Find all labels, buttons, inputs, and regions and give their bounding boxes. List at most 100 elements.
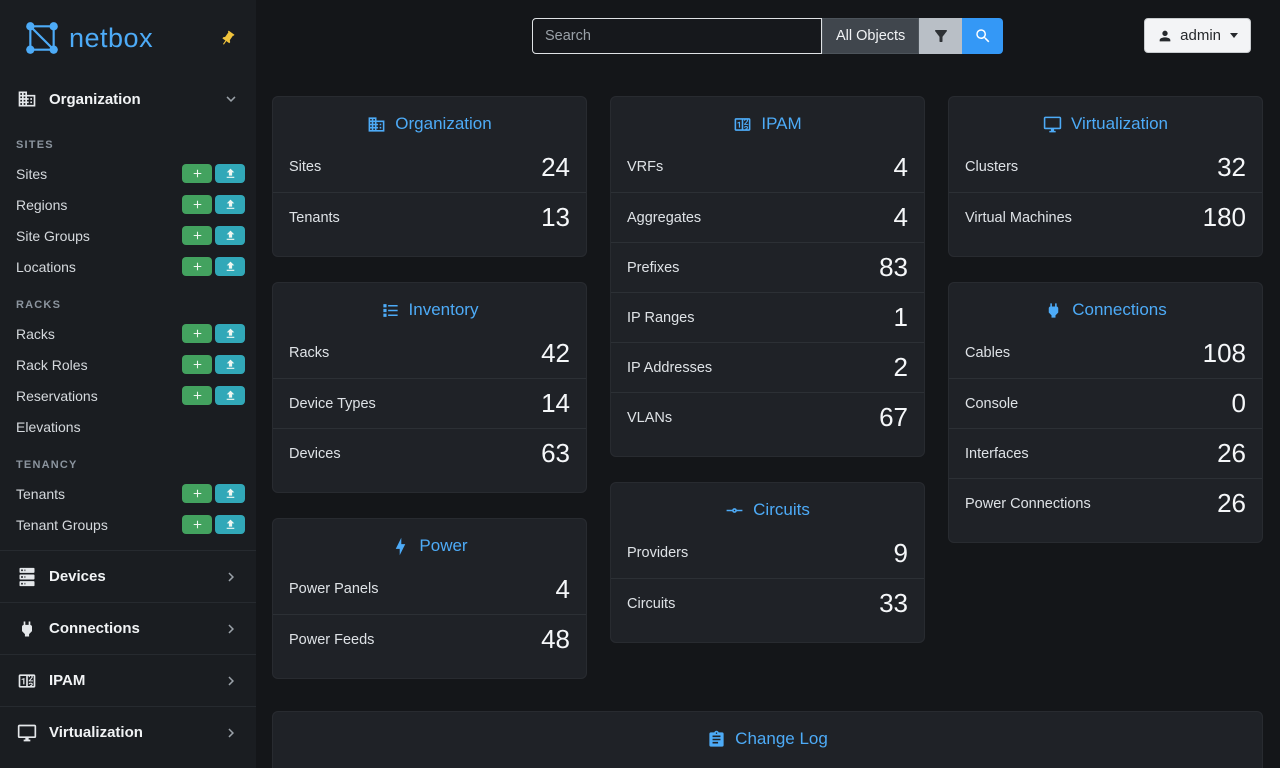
stat-label[interactable]: Providers (627, 545, 689, 561)
add-tenants-button[interactable] (182, 484, 212, 503)
sidebar-item-label[interactable]: Elevations (16, 418, 81, 435)
stat-label[interactable]: Racks (289, 345, 330, 361)
stat-value[interactable]: 0 (1231, 388, 1246, 418)
changelog-header: Change Log (273, 712, 1262, 757)
stat-value[interactable]: 83 (879, 252, 908, 282)
stat-value[interactable]: 13 (541, 202, 570, 232)
stat-value[interactable]: 1 (893, 302, 908, 332)
stat-label[interactable]: Power Feeds (289, 631, 375, 648)
pin-sidebar-icon[interactable] (216, 26, 240, 50)
stat-label[interactable]: Sites (289, 159, 322, 175)
sidebar-item-sites[interactable]: Sites (0, 158, 256, 189)
stat-value[interactable]: 67 (879, 402, 908, 432)
sidebar-item-elevations[interactable]: Elevations (0, 411, 256, 442)
sidebar-item-tenants[interactable]: Tenants (0, 478, 256, 509)
building-icon (17, 89, 37, 109)
stat-label[interactable]: IP Addresses (627, 359, 713, 376)
stat-label[interactable]: Device Types (289, 395, 376, 412)
sidebar-item-racks[interactable]: Racks (0, 318, 256, 349)
stat-value[interactable]: 32 (1217, 151, 1246, 182)
sidebar-section-connections[interactable]: Connections (0, 602, 256, 654)
stat-value[interactable]: 4 (893, 151, 908, 182)
card-inventory: Inventory Racks 42 Device Types 14 Devices 63 (272, 282, 587, 493)
stat-value[interactable]: 4 (893, 202, 908, 232)
sidebar-section-devices[interactable]: Devices (0, 550, 256, 602)
stat-value[interactable]: 2 (893, 352, 908, 382)
monitor-icon (17, 723, 37, 743)
stat-label[interactable]: Power Connections (965, 495, 1091, 512)
import-locations-button[interactable] (215, 257, 245, 276)
object-type-button[interactable]: All Objects (822, 18, 920, 54)
sidebar-item-tenant-groups[interactable]: Tenant Groups (0, 509, 256, 540)
sidebar-item-site-groups[interactable]: Site Groups (0, 220, 256, 251)
sidebar-group-heading: SITES (16, 139, 54, 151)
sidebar-item-label[interactable]: Regions (16, 196, 68, 213)
stat-label[interactable]: Aggregates (627, 209, 702, 226)
stat-value[interactable]: 108 (1202, 337, 1246, 368)
add-tenant-groups-button[interactable] (182, 515, 212, 534)
sidebar-item-label[interactable]: Tenants (16, 485, 66, 502)
sidebar-item-label[interactable]: Sites (16, 165, 48, 182)
stat-label[interactable]: Devices (289, 445, 341, 462)
add-rack-roles-button[interactable] (182, 355, 212, 374)
sidebar-item-locations[interactable]: Locations (0, 251, 256, 282)
stat-label[interactable]: Clusters (965, 159, 1019, 175)
add-site-groups-button[interactable] (182, 226, 212, 245)
stat-label[interactable]: Virtual Machines (965, 209, 1072, 226)
add-locations-button[interactable] (182, 257, 212, 276)
import-sites-button[interactable] (215, 164, 245, 183)
stat-row-console: Console 0 (949, 378, 1262, 428)
import-racks-button[interactable] (215, 324, 245, 343)
stat-label[interactable]: Console (965, 395, 1019, 412)
sidebar-section-virtualization[interactable]: Virtualization (0, 706, 256, 758)
stat-value[interactable]: 180 (1202, 202, 1246, 232)
stat-value[interactable]: 33 (879, 588, 908, 618)
stat-label[interactable]: Circuits (627, 595, 676, 612)
stat-value[interactable]: 48 (541, 624, 570, 654)
sidebar-item-label[interactable]: Rack Roles (16, 356, 88, 373)
card-title: IPAM (611, 97, 924, 142)
sidebar-item-regions[interactable]: Regions (0, 189, 256, 220)
stat-label[interactable]: Interfaces (965, 445, 1029, 462)
add-regions-button[interactable] (182, 195, 212, 214)
sidebar-item-label[interactable]: Locations (16, 258, 76, 275)
netbox-logo[interactable]: netbox (22, 18, 153, 58)
sidebar-item-label[interactable]: Tenant Groups (16, 516, 108, 533)
stat-value[interactable]: 4 (555, 573, 570, 604)
stat-value[interactable]: 26 (1217, 488, 1246, 518)
add-reservations-button[interactable] (182, 386, 212, 405)
add-sites-button[interactable] (182, 164, 212, 183)
sidebar-section-organization[interactable]: Organization (0, 76, 256, 122)
stat-value[interactable]: 9 (893, 537, 908, 568)
sidebar-item-rack-roles[interactable]: Rack Roles (0, 349, 256, 380)
stat-value[interactable]: 26 (1217, 438, 1246, 468)
import-rack-roles-button[interactable] (215, 355, 245, 374)
stat-label[interactable]: Tenants (289, 209, 340, 226)
sidebar-item-label[interactable]: Racks (16, 325, 55, 342)
import-reservations-button[interactable] (215, 386, 245, 405)
sidebar-section-ipam[interactable]: IPAM (0, 654, 256, 706)
stat-value[interactable]: 42 (541, 337, 570, 368)
stat-value[interactable]: 24 (541, 151, 570, 182)
sidebar-item-reservations[interactable]: Reservations (0, 380, 256, 411)
card-title-text: Circuits (753, 500, 810, 519)
stat-label[interactable]: Power Panels (289, 581, 379, 597)
search-input[interactable] (532, 18, 822, 54)
sidebar-item-label[interactable]: Site Groups (16, 227, 90, 244)
stat-label[interactable]: VRFs (627, 159, 664, 175)
filter-button[interactable] (919, 18, 963, 54)
sidebar-item-label[interactable]: Reservations (16, 387, 98, 404)
stat-label[interactable]: VLANs (627, 409, 673, 426)
import-tenants-button[interactable] (215, 484, 245, 503)
stat-value[interactable]: 14 (541, 388, 570, 418)
search-submit-button[interactable] (962, 18, 1004, 54)
stat-label[interactable]: IP Ranges (627, 309, 695, 326)
import-tenant-groups-button[interactable] (215, 515, 245, 534)
stat-label[interactable]: Prefixes (627, 259, 680, 276)
import-site-groups-button[interactable] (215, 226, 245, 245)
import-regions-button[interactable] (215, 195, 245, 214)
user-menu-button[interactable]: admin (1144, 18, 1251, 53)
stat-label[interactable]: Cables (965, 345, 1011, 361)
add-racks-button[interactable] (182, 324, 212, 343)
stat-value[interactable]: 63 (541, 438, 570, 468)
